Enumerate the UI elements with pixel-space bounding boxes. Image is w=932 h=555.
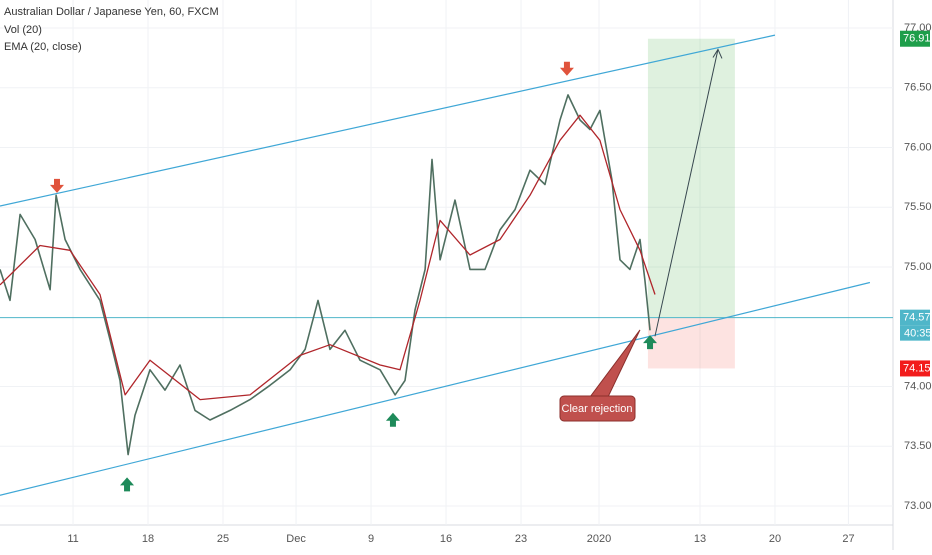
sell-marker xyxy=(49,178,64,193)
loss-zone xyxy=(647,317,735,369)
entry-tag: 74.576 xyxy=(903,312,932,324)
y-tick-label: 73.000 xyxy=(904,500,932,512)
timer-bg xyxy=(900,325,930,341)
entry-tag-bg xyxy=(900,309,930,326)
x-tick-label: 9 xyxy=(368,533,374,545)
buy-marker xyxy=(385,412,400,427)
x-tick-label: 25 xyxy=(217,533,229,545)
y-tick-label: 77.000 xyxy=(904,22,932,34)
x-tick-label: 2020 xyxy=(587,533,611,545)
stop-tag: 74.151 xyxy=(903,362,932,374)
x-tick-label: 18 xyxy=(142,533,154,545)
chart-title: Australian Dollar / Japanese Yen, 60, FX… xyxy=(4,6,219,18)
profit-zone xyxy=(647,38,735,318)
sell-marker xyxy=(559,61,574,76)
target-tag-bg xyxy=(900,30,930,47)
trendline xyxy=(0,281,871,496)
trendline xyxy=(0,34,776,207)
ema-line xyxy=(0,114,656,401)
y-tick-label: 74.000 xyxy=(904,380,932,392)
y-tick-label: 76.500 xyxy=(904,82,932,94)
buy-marker xyxy=(120,477,135,492)
price-line xyxy=(0,94,651,456)
target-tag: 76.910 xyxy=(903,33,932,45)
buy-marker xyxy=(643,335,658,350)
stop-tag-bg xyxy=(900,360,930,377)
y-tick-label: 75.500 xyxy=(904,201,932,213)
x-tick-label: Dec xyxy=(286,533,306,545)
x-tick-label: 11 xyxy=(67,533,78,545)
x-tick-label: 20 xyxy=(769,533,781,545)
callout-text: Clear rejection xyxy=(562,403,633,415)
y-tick-label: 73.500 xyxy=(904,440,932,452)
arrow-head xyxy=(712,48,723,59)
x-tick-label: 23 xyxy=(515,533,527,545)
x-tick-label: 16 xyxy=(440,533,452,545)
projection-arrow xyxy=(654,49,719,337)
callout-box xyxy=(559,395,636,422)
y-tick-label: 76.000 xyxy=(904,141,932,153)
indicator-label: EMA (20, close) xyxy=(4,41,82,53)
x-tick-label: 27 xyxy=(842,533,854,545)
timer: 40:35 xyxy=(904,328,932,340)
indicator-label: Vol (20) xyxy=(4,24,42,36)
y-tick-label: 75.000 xyxy=(904,261,932,273)
x-tick-label: 13 xyxy=(694,533,706,545)
